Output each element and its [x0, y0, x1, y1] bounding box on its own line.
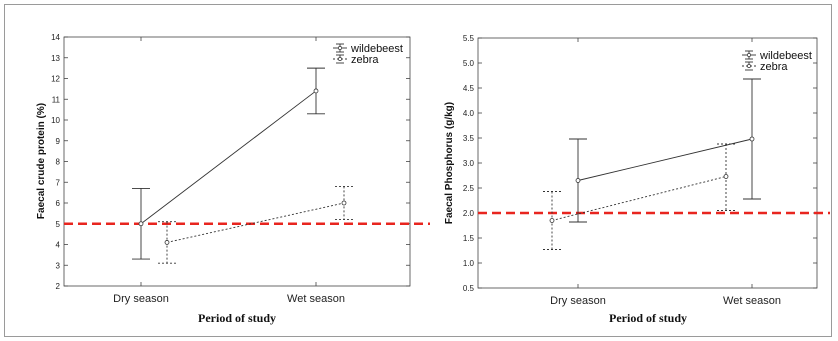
y-tick-label: 12 [51, 75, 60, 84]
y-tick-label: 13 [51, 54, 60, 63]
data-point-zebra [341, 200, 347, 206]
phosphorus-plot-area [477, 37, 818, 289]
x-category-label: Wet season [723, 295, 781, 307]
crude-protein-x-axis-label: Period of study [198, 311, 276, 325]
crude-protein-plot-area [63, 36, 411, 287]
x-category-label: Dry season [550, 295, 606, 307]
data-point-wildebeest [749, 136, 755, 142]
y-tick-label: 5 [56, 220, 61, 229]
y-tick-label: 8 [56, 158, 61, 167]
y-tick-label: 3 [56, 261, 61, 270]
series-line-wildebeest [577, 138, 753, 181]
legend-marker [747, 53, 751, 57]
y-tick-label: 6 [56, 199, 61, 208]
data-point-wildebeest [575, 178, 581, 183]
phosphorus-y-axis-label: Faecal Phosphorus (g/kg) [444, 102, 455, 224]
series-line-wildebeest [140, 90, 317, 225]
y-tick-label: 9 [56, 137, 61, 146]
legend-label-zebra: zebra [760, 61, 788, 73]
legend-label-wildebeest: wildebeest [350, 43, 403, 55]
legend-marker [338, 46, 342, 50]
crude-protein-y-axis-label: Faecal crude protein (%) [36, 103, 47, 219]
series-line-zebra [551, 176, 727, 221]
y-tick-label: 2 [56, 282, 61, 291]
legend-marker [338, 57, 342, 61]
data-point-wildebeest [138, 221, 144, 227]
y-tick-label: 3.0 [463, 159, 475, 168]
y-tick-label: 10 [51, 116, 60, 125]
y-tick-label: 2.5 [463, 184, 475, 193]
legend-marker [747, 64, 751, 68]
x-category-label: Wet season [287, 293, 345, 305]
data-point-wildebeest [313, 88, 319, 94]
data-point-zebra [723, 174, 729, 179]
y-tick-label: 2.0 [463, 209, 475, 218]
y-tick-label: 1.5 [463, 234, 475, 243]
y-tick-label: 4 [56, 241, 61, 250]
x-category-label: Dry season [113, 293, 169, 305]
y-tick-label: 4.0 [463, 109, 475, 118]
y-tick-label: 1.0 [463, 259, 475, 268]
y-tick-label: 3.5 [463, 134, 475, 143]
y-tick-label: 0.5 [463, 284, 475, 293]
data-point-zebra [164, 240, 170, 245]
phosphorus-x-axis-label: Period of study [609, 311, 687, 325]
legend-label-zebra: zebra [351, 54, 379, 66]
phosphorus-chart: 0.5 1.0 1.5 2.0 2.5 3.0 3.5 4.0 4.5 5.0 5.5 Dry se… [444, 34, 830, 325]
figure-frame [4, 4, 832, 337]
y-tick-label: 7 [56, 178, 61, 187]
y-tick-label: 5.0 [463, 59, 475, 68]
y-tick-label: 4.5 [463, 84, 475, 93]
data-point-zebra [549, 218, 555, 223]
y-tick-label: 11 [52, 95, 61, 104]
y-tick-label: 14 [51, 33, 60, 42]
y-tick-label: 5.5 [463, 34, 475, 43]
legend-label-wildebeest: wildebeest [759, 50, 812, 62]
